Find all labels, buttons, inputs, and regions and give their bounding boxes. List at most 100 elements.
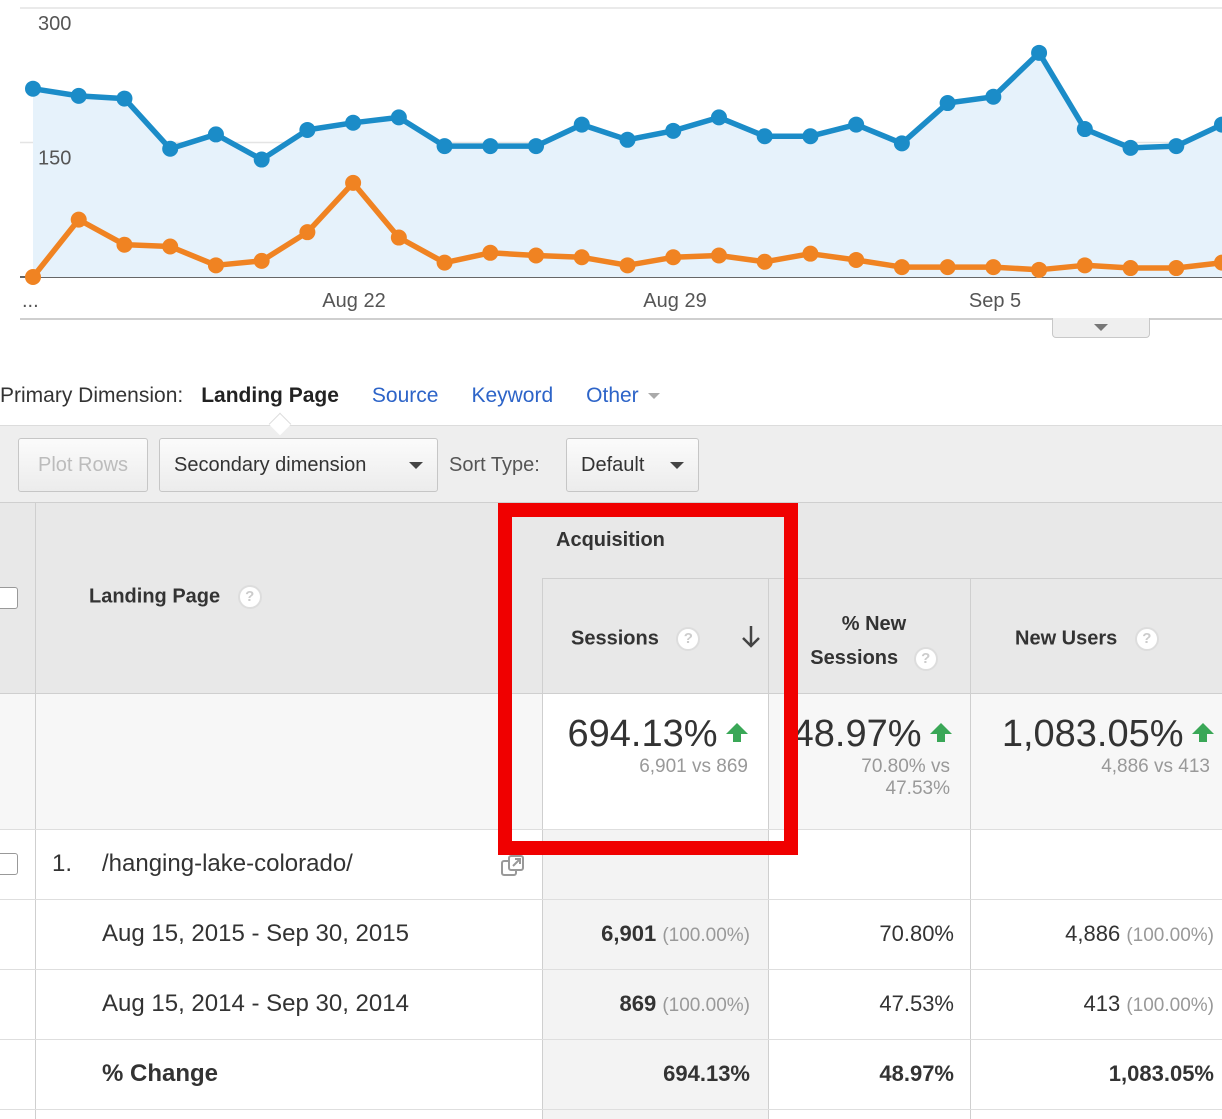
data-point — [619, 257, 636, 274]
sort-type-label: Sort Type: — [449, 454, 540, 476]
caret-down-icon — [670, 461, 684, 469]
sessions-header[interactable]: Sessions ? — [571, 627, 701, 651]
data-point — [162, 140, 179, 157]
divider — [768, 579, 769, 1119]
sort-descending-icon[interactable] — [739, 624, 763, 650]
data-point — [665, 249, 682, 266]
sessions-vs-text: 6,901 vs 869 — [639, 756, 748, 777]
x-tick-label: Sep 5 — [969, 290, 1021, 312]
data-point — [710, 247, 727, 264]
primary-dimension-label: Primary Dimension: — [0, 384, 184, 407]
new-sessions-current: 70.80% — [879, 921, 954, 946]
dimension-source-link[interactable]: Source — [371, 384, 439, 407]
data-point — [802, 128, 819, 145]
sort-type-dropdown[interactable]: Default — [566, 438, 699, 492]
data-point — [116, 90, 133, 107]
data-point — [1214, 254, 1222, 271]
data-point — [1076, 257, 1093, 274]
chart-collapse-toggle[interactable] — [1052, 318, 1150, 338]
data-point — [482, 138, 499, 155]
up-arrow-icon — [930, 723, 952, 742]
data-point — [25, 269, 41, 285]
y-tick-label: 150 — [38, 148, 71, 170]
table-toolbar: Plot Rows Secondary dimension Sort Type:… — [0, 425, 1222, 503]
sessions-line-chart: 300 150... Aug 22 Aug 29 Sep 5 — [0, 0, 1222, 345]
sessions-summary-shade — [542, 693, 768, 829]
up-arrow-icon — [1192, 723, 1214, 742]
sessions-header-label: Sessions — [571, 627, 659, 650]
data-point — [436, 254, 453, 271]
help-icon[interactable]: ? — [913, 646, 938, 671]
report-table: Landing Page ? Acquisition Sessions ? % … — [0, 503, 1222, 1119]
data-point — [390, 109, 407, 126]
new-sessions-vs-line1: 70.80% vs — [861, 756, 950, 777]
data-point — [573, 116, 590, 133]
sessions-current: 6,901 (100.00%) — [542, 921, 750, 947]
primary-dimension-bar: Primary Dimension: Landing Page Source K… — [0, 380, 660, 412]
data-point — [1168, 138, 1185, 155]
data-point — [207, 257, 224, 274]
help-icon[interactable]: ? — [1134, 627, 1159, 651]
new-sessions-summary: 48.97% 70.80% vs 47.53% — [770, 713, 956, 800]
data-point — [802, 245, 819, 262]
new-sessions-header-line2-wrap: Sessions ? — [784, 641, 964, 675]
sessions-previous-pct: (100.00%) — [662, 995, 750, 1016]
data-point — [70, 87, 87, 104]
new-users-change-value: 1,083.05% — [1001, 713, 1184, 755]
data-point — [1214, 116, 1222, 133]
data-point — [985, 259, 1002, 276]
data-point — [893, 135, 910, 152]
header-background — [0, 503, 1222, 693]
new-sessions-percent-change: 48.97% — [879, 1061, 954, 1086]
dimension-other-dropdown[interactable]: Other — [586, 384, 660, 408]
new-users-summary: 1,083.05% 4,886 vs 413 — [972, 713, 1216, 778]
new-sessions-header-line1: % New — [841, 613, 907, 635]
sessions-summary-top: 694.13% — [542, 713, 752, 756]
y-tick-label: 300 — [38, 13, 71, 35]
plot-rows-button[interactable]: Plot Rows — [18, 438, 148, 492]
new-users-percent-change: 1,083.05% — [1108, 1061, 1214, 1086]
divider — [0, 1109, 1222, 1110]
open-external-icon[interactable] — [500, 854, 526, 878]
sessions-summary: 694.13% 6,901 vs 869 — [542, 713, 752, 778]
new-users-header[interactable]: New Users ? — [1015, 627, 1159, 651]
row-checkbox[interactable] — [0, 853, 18, 875]
data-point — [345, 114, 362, 131]
data-point — [573, 249, 590, 266]
x-tick-label: Aug 22 — [322, 290, 385, 312]
divider — [0, 969, 1222, 970]
data-point — [710, 109, 727, 126]
data-point — [162, 238, 179, 255]
landing-page-link[interactable]: /hanging-lake-colorado/ — [102, 850, 353, 877]
data-point — [756, 253, 773, 270]
sessions-column-shade — [542, 829, 768, 1119]
chart-svg: 300 150... Aug 22 Aug 29 Sep 5 — [20, 7, 1222, 320]
divider — [35, 503, 36, 1119]
sessions-current-value: 6,901 — [601, 921, 657, 946]
data-point — [1122, 260, 1139, 277]
help-icon[interactable]: ? — [237, 585, 262, 609]
data-point — [848, 116, 865, 133]
data-point — [207, 126, 224, 143]
new-users-summary-top: 1,083.05% — [972, 713, 1216, 756]
data-point — [116, 236, 133, 253]
data-point — [1122, 139, 1139, 156]
select-all-checkbox[interactable] — [0, 587, 18, 609]
landing-page-header[interactable]: Landing Page ? — [89, 585, 262, 609]
secondary-dimension-label: Secondary dimension — [174, 453, 367, 476]
divider — [542, 578, 1222, 579]
sort-type-value: Default — [581, 453, 645, 476]
data-point — [345, 174, 362, 191]
dimension-keyword-link[interactable]: Keyword — [471, 384, 554, 407]
new-sessions-header[interactable]: % New Sessions ? — [784, 607, 964, 675]
new-sessions-summary-top: 48.97% — [770, 713, 956, 756]
new-users-vs-text: 4,886 vs 413 — [1101, 756, 1210, 777]
data-point — [893, 259, 910, 276]
new-users-header-label: New Users — [1015, 627, 1118, 650]
new-users-previous-pct: (100.00%) — [1126, 995, 1214, 1016]
help-icon[interactable]: ? — [676, 627, 701, 651]
new-sessions-header-line2: Sessions — [810, 647, 899, 669]
sessions-previous: 869 (100.00%) — [542, 991, 750, 1017]
secondary-dimension-dropdown[interactable]: Secondary dimension — [159, 438, 438, 492]
up-arrow-icon — [726, 723, 748, 742]
